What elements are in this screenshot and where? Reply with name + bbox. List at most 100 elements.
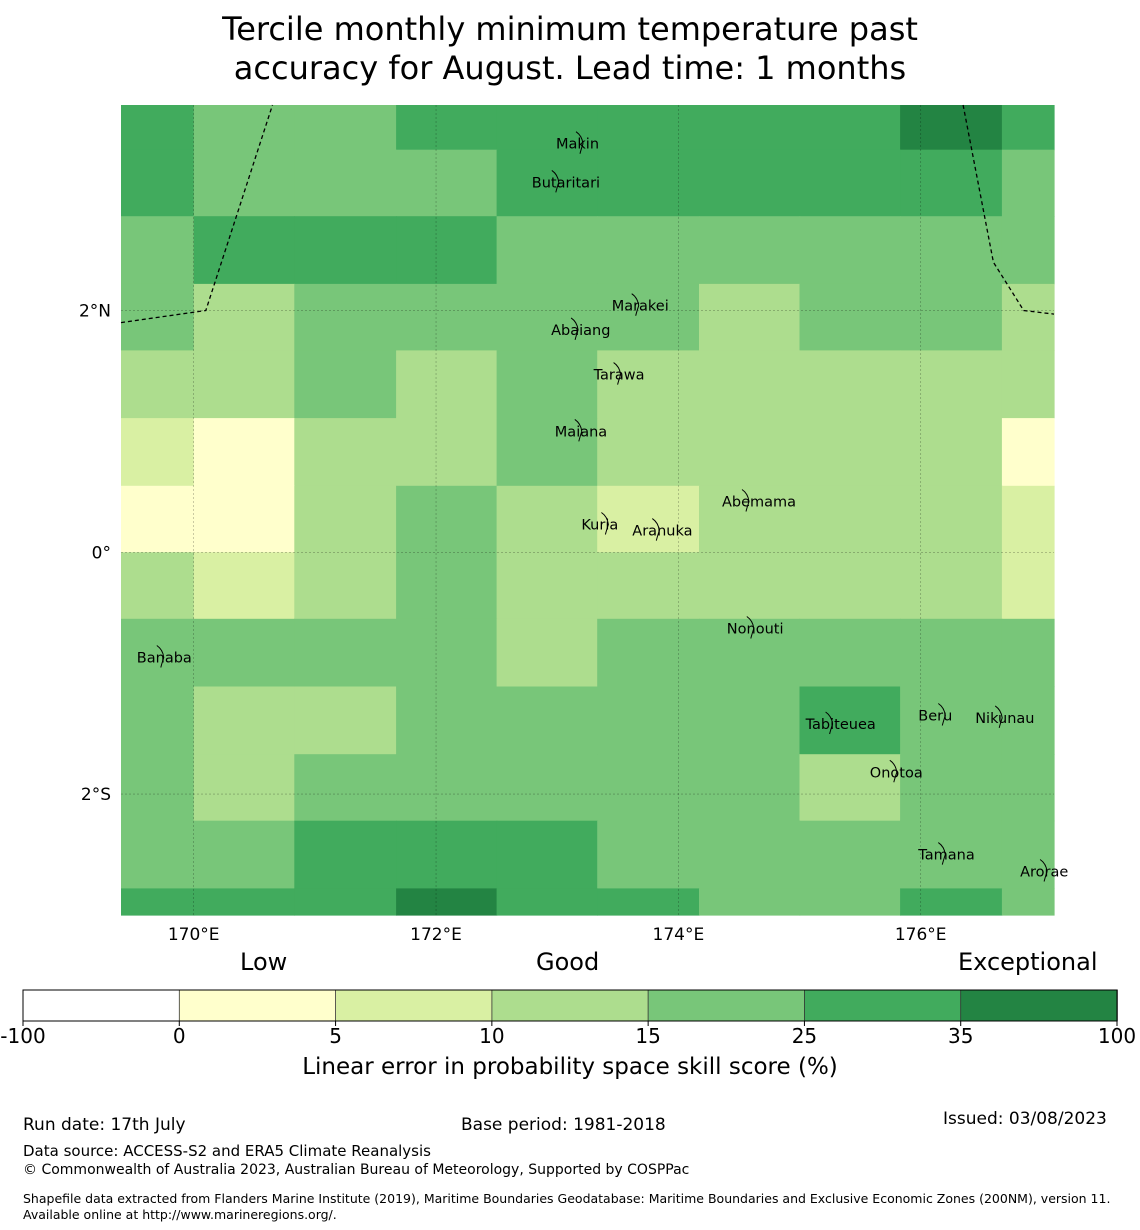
run-date: Run date: 17th July <box>23 1115 186 1135</box>
grid-cell <box>1001 149 1055 217</box>
eez-boundary <box>120 104 274 324</box>
grid-cell <box>699 283 801 351</box>
island-onotoa: Onotoa <box>870 759 923 783</box>
grid-cell <box>496 820 598 889</box>
grid-cell <box>396 350 498 419</box>
island-label: Abemama <box>722 495 796 511</box>
grid-cell <box>699 350 801 419</box>
island-label: Kuria <box>581 518 618 534</box>
island-label: Maiana <box>555 424 607 440</box>
grid-cell <box>699 618 801 688</box>
colorbar-tick-label: 35 <box>948 1024 973 1048</box>
lat-tick-label: 2°N <box>79 302 111 322</box>
grid-cell <box>396 820 498 889</box>
island-kuria: Kuria <box>581 512 618 535</box>
grid-cell <box>396 686 498 755</box>
grid-cell <box>597 485 700 553</box>
grid-cell <box>699 888 801 916</box>
island-banaba: Banaba <box>137 645 192 668</box>
grid-cell <box>1001 820 1055 889</box>
grid-cell <box>699 149 801 217</box>
grid-cell <box>496 686 598 755</box>
island-outline <box>1039 859 1048 882</box>
grid-cell <box>193 418 295 487</box>
eez-boundary <box>962 104 1055 315</box>
colorbar-segment <box>647 989 806 1022</box>
island-abaiang: Abaiang <box>551 317 610 341</box>
grid-cell <box>496 618 598 688</box>
grid-cell <box>799 283 901 351</box>
island-beru: Beru <box>918 703 952 726</box>
grid-cell <box>1001 686 1055 755</box>
grid-cell <box>900 552 1003 620</box>
grid-cell <box>597 618 700 688</box>
base-period: Base period: 1981-2018 <box>461 1115 666 1135</box>
colorbar-segment <box>960 989 1118 1022</box>
grid-cell <box>193 350 295 419</box>
grid-cell <box>1001 350 1055 419</box>
grid-cell <box>597 418 700 487</box>
lon-tick-label: 174°E <box>653 925 705 945</box>
grid-cell <box>597 552 700 620</box>
colorbar-segment <box>178 989 337 1022</box>
grid-cell <box>496 754 598 822</box>
island-label: Nonouti <box>727 622 784 638</box>
grid-cell <box>121 216 195 285</box>
grid-cell <box>193 485 295 553</box>
island-maiana: Maiana <box>555 418 607 442</box>
grid-cell <box>193 820 295 889</box>
grid-cell <box>121 418 195 487</box>
grid-cell <box>1001 283 1055 351</box>
grid-cell <box>396 618 498 688</box>
island-arorae: Arorae <box>1020 859 1068 882</box>
grid-cell <box>121 552 195 620</box>
grid-cell <box>900 283 1003 351</box>
lon-tick-label: 172°E <box>410 925 462 945</box>
grid-cell <box>121 888 195 916</box>
island-outline <box>746 616 755 639</box>
island-tarawa: Tarawa <box>593 362 645 385</box>
grid-cell <box>396 754 498 822</box>
grid-cell <box>799 418 901 487</box>
island-label: Tarawa <box>593 368 645 384</box>
island-butaritari: Butaritari <box>532 169 600 193</box>
grid-cell <box>193 618 295 688</box>
island-tabiteuea: Tabiteuea <box>805 711 876 735</box>
grid-cell <box>900 754 1003 822</box>
grid-cell <box>597 754 700 822</box>
grid-cell <box>1001 754 1055 822</box>
grid-cell <box>193 754 295 822</box>
colorbar: -100 0 5 10 15 25 35 100 <box>0 989 1136 1048</box>
island-label: Tabiteuea <box>805 717 876 733</box>
island-label: Aranuka <box>632 524 692 540</box>
grid-cell <box>1001 485 1055 553</box>
colorbar-tick-label: 5 <box>329 1024 342 1048</box>
grid-cell <box>496 418 598 487</box>
grid-cell <box>294 105 397 151</box>
colorbar-segment <box>335 989 493 1022</box>
grid-cell <box>496 216 598 285</box>
grid-cell <box>496 283 598 351</box>
colorbar-segment <box>804 989 962 1022</box>
grid-cell <box>496 105 598 151</box>
grid-cell <box>496 552 598 620</box>
grid-cell <box>597 888 700 916</box>
island-outline <box>574 418 583 442</box>
island-label: Beru <box>918 709 952 725</box>
grid-cell <box>900 820 1003 889</box>
grid-cell <box>799 350 901 419</box>
island-abemama: Abemama <box>722 489 796 512</box>
grid-cell <box>496 485 598 553</box>
map-title: Tercile monthly minimum temperature past… <box>0 10 1140 88</box>
island-label: Butaritari <box>532 175 600 191</box>
grid-cell <box>699 216 801 285</box>
grid-cell <box>396 216 498 285</box>
category-good: Good <box>536 948 600 976</box>
grid-cell <box>597 216 700 285</box>
grid-cell <box>900 485 1003 553</box>
grid-cell <box>1001 888 1055 916</box>
island-label: Onotoa <box>870 765 923 781</box>
category-low: Low <box>240 948 288 976</box>
grid-cell <box>799 888 901 916</box>
